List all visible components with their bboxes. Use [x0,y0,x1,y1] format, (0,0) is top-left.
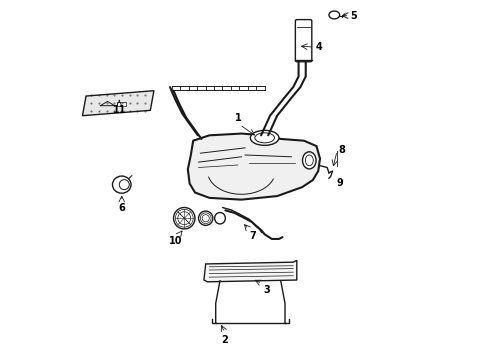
Ellipse shape [302,152,316,169]
Text: 11: 11 [113,105,126,115]
Text: 2: 2 [221,336,228,345]
Text: 7: 7 [249,231,256,242]
Ellipse shape [119,180,129,190]
Text: 4: 4 [316,42,322,52]
FancyBboxPatch shape [295,19,312,62]
Text: 6: 6 [119,203,125,213]
Text: 8: 8 [338,145,345,155]
Ellipse shape [173,207,195,229]
Ellipse shape [305,155,313,166]
Polygon shape [188,134,320,200]
Text: 10: 10 [169,236,182,246]
Ellipse shape [215,212,225,224]
Polygon shape [204,260,297,282]
Text: 1: 1 [235,113,242,123]
Polygon shape [82,91,154,116]
Text: 9: 9 [336,178,343,188]
FancyBboxPatch shape [118,103,126,106]
Ellipse shape [329,11,340,19]
Ellipse shape [250,130,279,145]
Ellipse shape [113,176,131,193]
Text: 5: 5 [351,11,358,21]
Ellipse shape [255,133,274,143]
Text: 3: 3 [264,285,270,295]
Ellipse shape [198,211,213,225]
